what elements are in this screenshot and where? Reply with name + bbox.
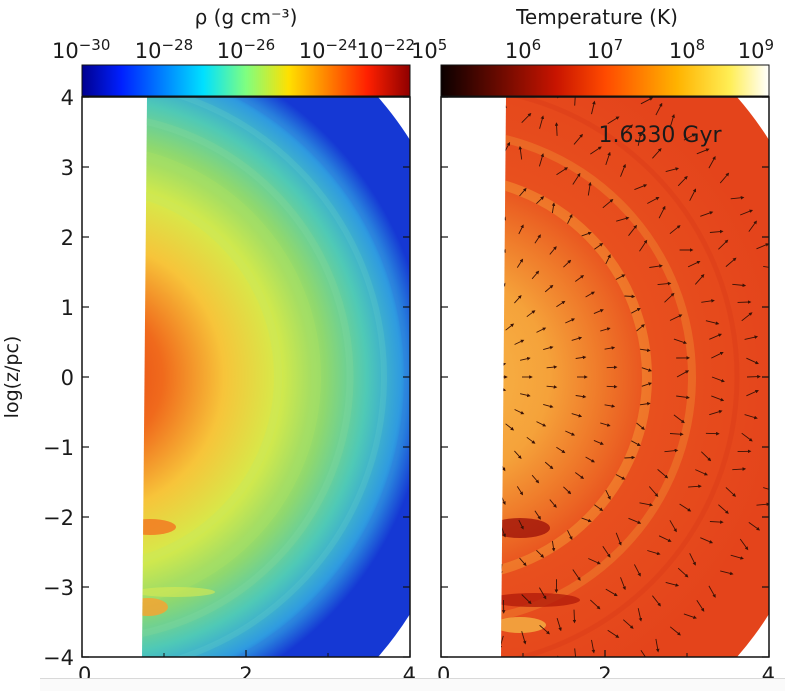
density-y-tick-label: −4	[43, 646, 74, 670]
density-y-tick-label: −3	[43, 576, 74, 600]
temperature-colorbar-tick-2: 107	[587, 36, 623, 63]
bottom-strip	[40, 678, 785, 691]
velocity-arrow	[557, 124, 558, 136]
temperature-colorbar-tick-0: 105	[411, 36, 447, 63]
density-colorbar-tick-2: 10−26	[217, 36, 275, 63]
density-y-tick-label: 0	[61, 366, 74, 390]
temperature-colorbar-tick-3: 108	[669, 36, 705, 63]
density-colorbar-tick-0: 10−30	[52, 36, 110, 63]
temperature-colorbar-tick-1: 106	[505, 36, 541, 63]
density-y-tick-label: 3	[61, 156, 74, 180]
density-colorbar-bar	[82, 65, 410, 96]
y-axis-label: log(z/pc)	[1, 336, 23, 419]
density-colorbar-tick-3: 10−24	[299, 36, 357, 63]
velocity-arrow	[624, 458, 633, 459]
velocity-arrow	[624, 296, 633, 297]
density-colorbar-tick-1: 10−28	[135, 36, 193, 63]
velocity-arrow	[769, 470, 778, 479]
velocity-arrow	[769, 280, 780, 285]
temperature-colorbar-label: Temperature (K)	[515, 5, 678, 29]
velocity-arrow	[607, 386, 616, 387]
temperature-colorbar: Temperature (K) 105 106 107 108 109	[411, 5, 774, 96]
time-annotation: 1.6330 Gyr	[598, 123, 722, 148]
velocity-arrow	[574, 610, 575, 622]
velocity-arrow	[607, 367, 616, 368]
density-y-tick-label: −2	[43, 506, 74, 530]
density-y-tick-label: 4	[61, 86, 74, 110]
density-colorbar-label: ρ (g cm⁻³)	[195, 5, 298, 29]
temperature-colorbar-tick-4: 109	[738, 36, 774, 63]
density-y-tick-label: 2	[61, 226, 74, 250]
density-y-tick-label: −1	[43, 436, 74, 460]
temperature-colorbar-bar	[441, 65, 769, 96]
density-colorbar-tick-4: 10−22	[357, 36, 415, 63]
density-y-tick-label: 1	[61, 296, 74, 320]
temperature-colorbar-ticks: 105 106 107 108 109	[411, 36, 774, 63]
